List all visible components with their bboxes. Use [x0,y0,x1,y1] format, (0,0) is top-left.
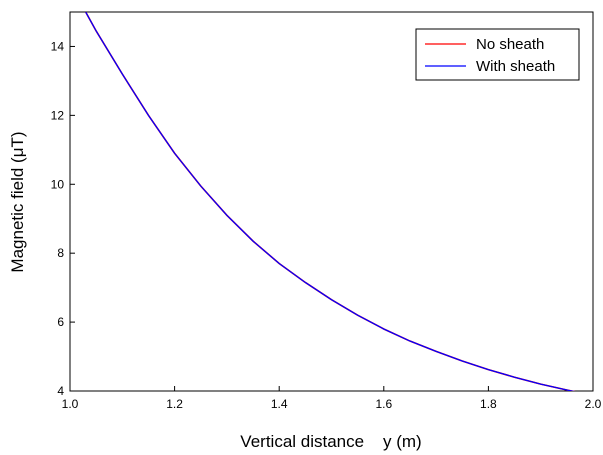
x-tick-label: 1.6 [375,397,392,411]
legend-label-no-sheath: No sheath [476,36,544,53]
series-lines [84,12,576,391]
series-line-with-sheath [85,12,575,391]
y-tick-label: 10 [51,177,65,191]
x-axis-title: Vertical distance y (m) [240,432,421,451]
x-tick-label: 1.2 [166,397,183,411]
y-axis: 4 6 8 10 12 14 [51,39,75,398]
y-axis-title: Magnetic field (μT) [8,131,27,272]
legend-box [415,28,580,81]
legend-label-with-sheath: With sheath [476,58,555,75]
x-tick-label: 1.0 [62,397,79,411]
x-axis: 1.0 1.2 1.4 1.6 1.8 2.0 [62,386,602,411]
x-tick-label: 2.0 [585,397,602,411]
y-tick-label: 14 [51,39,65,53]
y-tick-label: 6 [57,315,64,329]
x-tick-label: 1.4 [271,397,288,411]
legend: No sheath With sheath [415,28,580,81]
plot-frame [69,11,594,392]
y-tick-label: 12 [51,108,65,122]
y-tick-label: 8 [57,246,64,260]
y-tick-label: 4 [57,384,64,398]
x-tick-label: 1.8 [480,397,497,411]
